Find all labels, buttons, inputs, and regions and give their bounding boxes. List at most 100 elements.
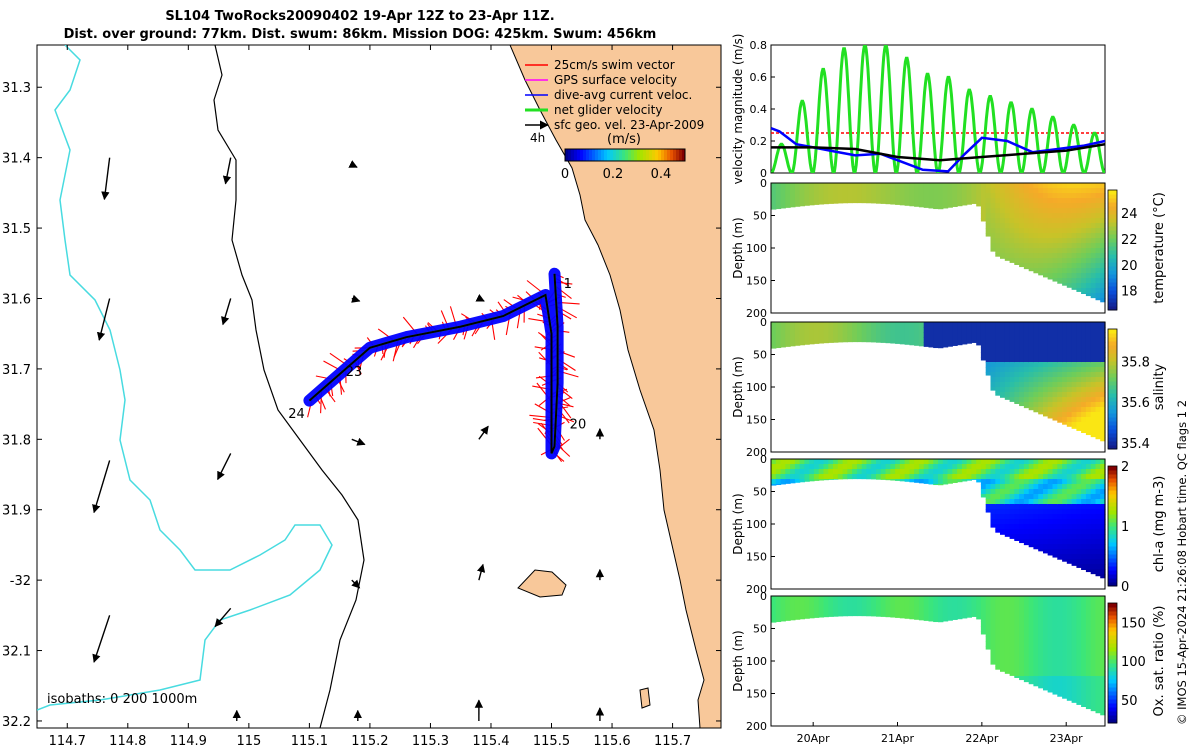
section-cell [1057, 611, 1063, 617]
section-cell [1066, 524, 1073, 530]
colorbar-cell [571, 149, 575, 161]
section-cell [1000, 243, 1006, 249]
section-cell [1062, 273, 1068, 279]
section-cell [1081, 696, 1087, 702]
section-cell [933, 188, 939, 194]
section-cell [847, 596, 853, 602]
section-cell [1052, 606, 1058, 612]
section-cell [942, 474, 949, 480]
section-cell [1095, 484, 1101, 490]
section-cell [1100, 574, 1106, 579]
section-cell [828, 469, 834, 475]
velocity-ytick-label: 0.4 [750, 103, 768, 116]
section-cell [1023, 263, 1030, 269]
section-cell [1019, 337, 1025, 343]
section-cell [990, 327, 996, 333]
section-cell [1023, 661, 1030, 667]
section-cell [1014, 238, 1020, 244]
section-cell [1028, 484, 1035, 490]
section-cell [852, 596, 858, 602]
section-cell [1085, 213, 1092, 219]
section-colorbar-tick-label: 20 [1121, 259, 1138, 274]
section-cell [1052, 397, 1058, 403]
section-cell [1085, 233, 1092, 239]
section-cell [833, 601, 839, 607]
section-cell [1076, 198, 1082, 204]
section-cell [1100, 352, 1106, 358]
section-cell [1038, 183, 1044, 189]
section-cell [1085, 611, 1092, 617]
section-cell [842, 606, 848, 612]
section-cell [880, 322, 887, 328]
section-colorbar-cell [1108, 226, 1117, 231]
section-cell [1076, 258, 1082, 264]
section-cell [1071, 367, 1077, 373]
section-cell [1085, 372, 1092, 378]
section-cell [1043, 243, 1049, 249]
section-cell [961, 203, 968, 206]
colorbar-cell [676, 149, 680, 161]
section-cell [1085, 198, 1092, 204]
section-cell [1057, 499, 1063, 505]
section-cell [1033, 621, 1039, 627]
section-cell [1028, 641, 1035, 647]
section-cell [1047, 208, 1054, 214]
section-cell [904, 198, 910, 204]
section-cell [990, 387, 996, 391]
section-cell [1000, 606, 1006, 612]
section-cell [785, 342, 791, 347]
section-cell [899, 464, 906, 470]
section-cell [1081, 509, 1087, 515]
section-cell [985, 223, 992, 229]
section-cell [933, 322, 939, 328]
section-cell [995, 651, 1001, 657]
section-cell [1057, 691, 1063, 697]
geo-velocity-arrow [96, 298, 111, 341]
section-cell [1076, 479, 1082, 485]
section-cell [1066, 342, 1073, 348]
section-cell [1028, 636, 1035, 642]
section-colorbar-cell [1108, 266, 1117, 271]
section-cell [938, 337, 944, 343]
section-cell [1019, 524, 1025, 530]
section-cell [1009, 327, 1015, 333]
section-cell [1057, 397, 1063, 403]
section-cell [971, 474, 977, 480]
section-cell [1028, 539, 1035, 545]
section-cell [895, 332, 901, 338]
colorbar-cell [568, 149, 572, 161]
section-cell [1009, 524, 1015, 530]
section-cell [938, 203, 944, 209]
section-cell [1076, 228, 1082, 234]
section-cell [1071, 188, 1077, 194]
section-cell [895, 474, 901, 480]
section-cell [947, 606, 953, 612]
section-cell [818, 337, 825, 343]
section-cell [971, 611, 977, 617]
section-cell [1038, 273, 1044, 276]
section-cell [1038, 352, 1044, 358]
section-cell [1100, 474, 1106, 480]
section-cell [775, 198, 782, 204]
section-cell [1057, 188, 1063, 194]
section-cell [1085, 427, 1092, 433]
section-cell [1038, 646, 1044, 652]
section-cell [995, 646, 1001, 652]
section-cell [1062, 198, 1068, 204]
section-cell [995, 666, 1001, 670]
section-cell [1019, 402, 1025, 407]
section-cell [990, 499, 996, 505]
section-cell [1038, 484, 1044, 490]
section-cell [818, 342, 825, 344]
section-cell [1052, 367, 1058, 373]
section-cell [918, 606, 925, 612]
section-cell [1066, 382, 1073, 388]
section-cell [804, 183, 810, 189]
section-cell [1071, 641, 1077, 647]
section-cell [1023, 671, 1030, 677]
section-cell [957, 322, 963, 328]
section-cell [928, 332, 934, 338]
section-ytick-label: 100 [746, 242, 767, 255]
section-cell [1000, 626, 1006, 632]
